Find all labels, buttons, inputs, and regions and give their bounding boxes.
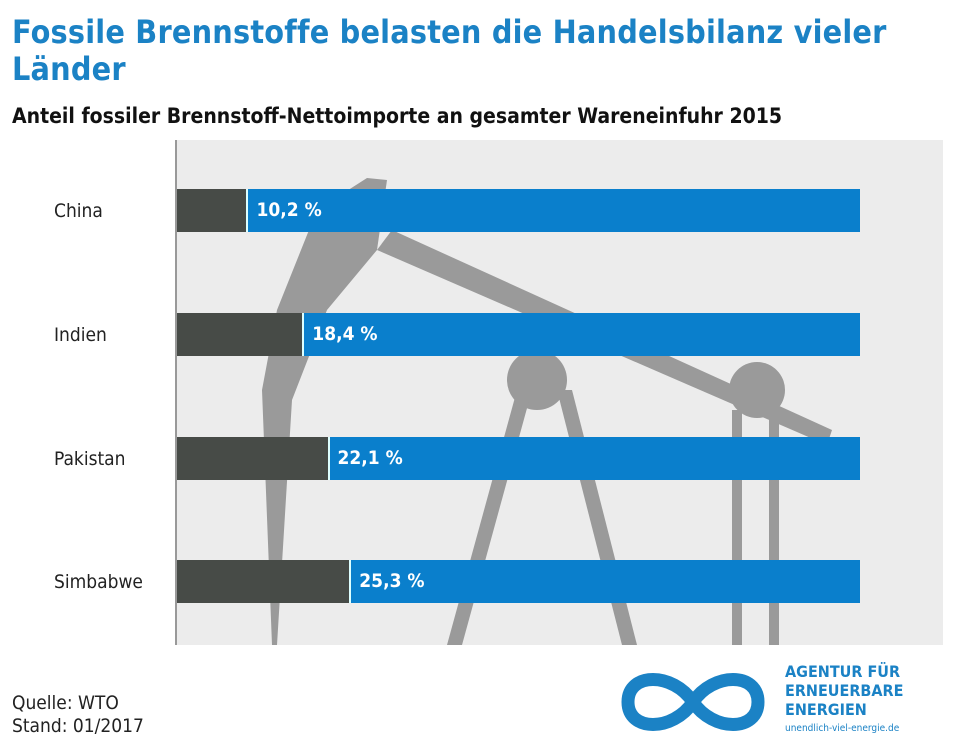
- bar-remainder: [246, 189, 860, 232]
- source-label: Quelle: WTO: [12, 692, 119, 714]
- bar-remainder: [349, 560, 860, 603]
- footer: Quelle: WTO Stand: 01/2017: [12, 692, 144, 738]
- logo-text: AGENTUR FÜR ERNEUERBARE ENERGIEN unendli…: [785, 662, 903, 738]
- category-label: China: [54, 200, 103, 222]
- date-label: Stand: 01/2017: [12, 715, 144, 737]
- bar-share: [177, 437, 328, 480]
- data-label: 10,2 %: [256, 199, 322, 221]
- bar-share: [177, 313, 303, 356]
- chart-subtitle: Anteil fossiler Brennstoff-Nettoimporte …: [12, 104, 783, 128]
- data-label: 18,4 %: [312, 323, 378, 345]
- category-label: Simbabwe: [54, 571, 143, 593]
- data-label: 25,3 %: [359, 570, 425, 592]
- bar-remainder: [302, 313, 860, 356]
- logo-line3: ENERGIEN: [785, 700, 867, 719]
- category-label: Pakistan: [54, 448, 126, 470]
- data-label: 22,1 %: [337, 447, 403, 469]
- infinity-logo-icon: [621, 673, 765, 731]
- bar-share: [177, 560, 350, 603]
- logo-line2: ERNEUERBARE: [785, 681, 904, 700]
- bar-remainder: [327, 437, 860, 480]
- logo-url: unendlich-viel-energie.de: [785, 723, 900, 734]
- chart-title: Fossile Brennstoffe belasten die Handels…: [12, 13, 887, 88]
- category-label: Indien: [54, 324, 107, 346]
- logo-line1: AGENTUR FÜR: [785, 662, 901, 681]
- bar-share: [177, 189, 247, 232]
